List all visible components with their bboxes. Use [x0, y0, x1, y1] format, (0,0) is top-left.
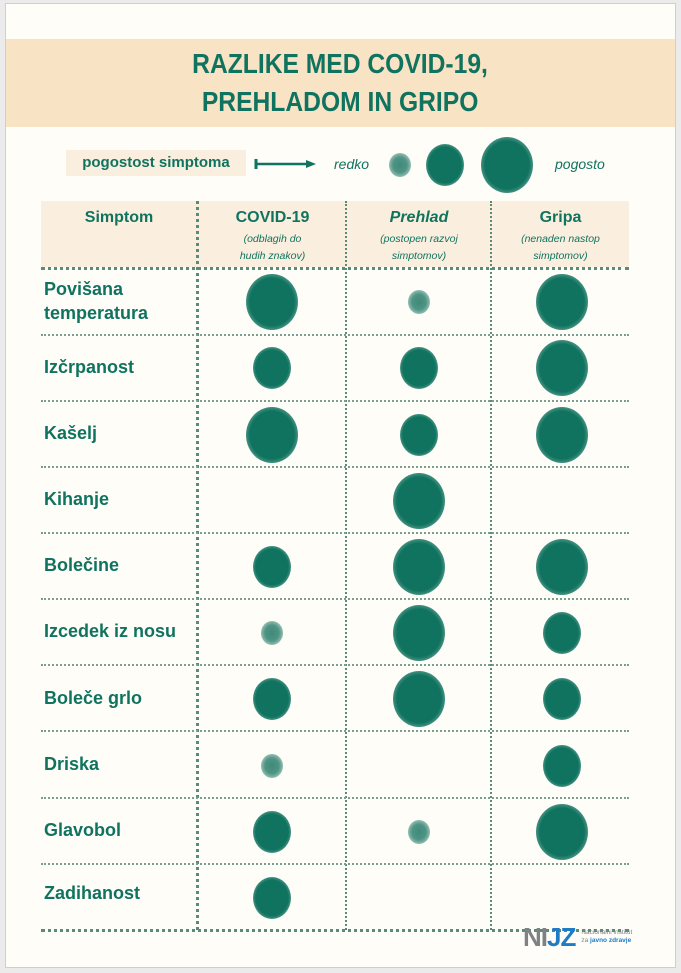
frequency-dot-gripa-medium — [543, 678, 581, 721]
row-divider — [41, 863, 629, 865]
row-divider — [41, 466, 629, 468]
frequency-dot-covid-large — [246, 274, 298, 331]
row-label-glavobol: Glavobol — [44, 820, 122, 840]
frequency-dot-covid-small — [261, 753, 283, 778]
table-bottom-border — [41, 929, 629, 932]
legend-high-label: pogosto — [555, 156, 605, 172]
row-divider — [41, 598, 629, 600]
row-divider — [41, 797, 629, 799]
legend-dot-medium — [426, 144, 464, 186]
frequency-dot-covid-medium — [253, 810, 291, 853]
row-label-temperatura: Povišana temperatura — [44, 279, 149, 323]
page-title-line-2: PREHLADOM IN GRIPO — [202, 86, 479, 117]
row-label-kihanje: Kihanje — [44, 489, 110, 509]
frequency-dot-prehlad-small — [408, 290, 430, 315]
legend-dot-large — [481, 137, 533, 193]
row-divider — [41, 730, 629, 732]
column-header-gripa: Gripa (nenaden nastop simptomov) — [521, 209, 600, 262]
header-divider — [41, 267, 629, 270]
column-divider — [196, 201, 199, 930]
frequency-dot-prehlad-small — [408, 819, 430, 844]
frequency-dot-prehlad-large — [393, 538, 445, 595]
nijz-logo: NIJZ Nacionalni inštitut za javno zdravj… — [523, 924, 632, 950]
frequency-dot-gripa-large — [536, 274, 588, 331]
frequency-dot-prehlad-large — [393, 472, 445, 529]
nijz-logo-mark: NIJZ — [523, 922, 576, 952]
nijz-logo-text: Nacionalni inštitut za javno zdravje — [581, 929, 633, 944]
legend-label: pogostost simptoma — [66, 150, 246, 176]
row-divider — [41, 664, 629, 666]
column-header-covid: COVID-19 (odblagih do hudih znakov) — [235, 209, 310, 262]
frequency-dot-covid-large — [246, 406, 298, 463]
row-divider — [41, 334, 629, 336]
row-label-izcedek: Izcedek iz nosu — [44, 621, 177, 641]
frequency-dot-gripa-large — [536, 538, 588, 595]
legend-dot-small — [389, 153, 411, 177]
frequency-dot-gripa-large — [536, 406, 588, 463]
row-label-driska: Driska — [44, 754, 100, 774]
row-divider — [41, 532, 629, 534]
legend-low-label: redko — [334, 156, 370, 172]
frequency-dot-gripa-large — [536, 340, 588, 397]
column-header-symptom: Simptom — [84, 209, 154, 226]
frequency-dot-prehlad-medium — [400, 347, 438, 390]
frequency-dot-covid-medium — [253, 545, 291, 588]
row-label-bolece-grlo: Boleče grlo — [44, 688, 143, 708]
row-label-izcrpanost: Izčrpanost — [44, 357, 135, 377]
column-divider — [345, 201, 347, 930]
infographic-page: RAZLIKE MED COVID-19, PREHLADOM IN GRIPO — [5, 3, 676, 968]
column-divider — [490, 201, 492, 930]
frequency-dot-covid-small — [261, 621, 283, 646]
page-title-line-1: RAZLIKE MED COVID-19, — [192, 48, 489, 79]
row-label-kaselj: Kašelj — [44, 423, 98, 443]
frequency-dot-gripa-medium — [543, 744, 581, 787]
table-header — [41, 201, 629, 267]
frequency-dot-prehlad-medium — [400, 413, 438, 456]
column-header-prehlad: Prehlad (postopen razvoj simptomov) — [380, 209, 458, 262]
title-band: RAZLIKE MED COVID-19, PREHLADOM IN GRIPO — [6, 39, 675, 127]
row-divider — [41, 400, 629, 402]
row-label-zadihanost: Zadihanost — [44, 883, 141, 903]
frequency-dot-covid-medium — [253, 347, 291, 390]
frequency-dot-covid-medium — [253, 876, 291, 919]
frequency-dot-covid-medium — [253, 678, 291, 721]
frequency-dot-prehlad-large — [393, 671, 445, 728]
arrow-right-icon — [254, 159, 316, 169]
row-label-bolecine: Bolečine — [44, 555, 120, 575]
frequency-dot-prehlad-large — [393, 605, 445, 662]
frequency-dot-gripa-large — [536, 803, 588, 860]
frequency-dot-gripa-medium — [543, 612, 581, 655]
